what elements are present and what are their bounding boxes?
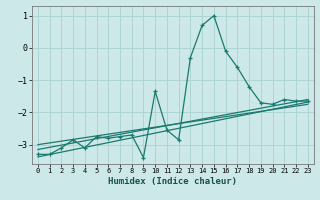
X-axis label: Humidex (Indice chaleur): Humidex (Indice chaleur) xyxy=(108,177,237,186)
